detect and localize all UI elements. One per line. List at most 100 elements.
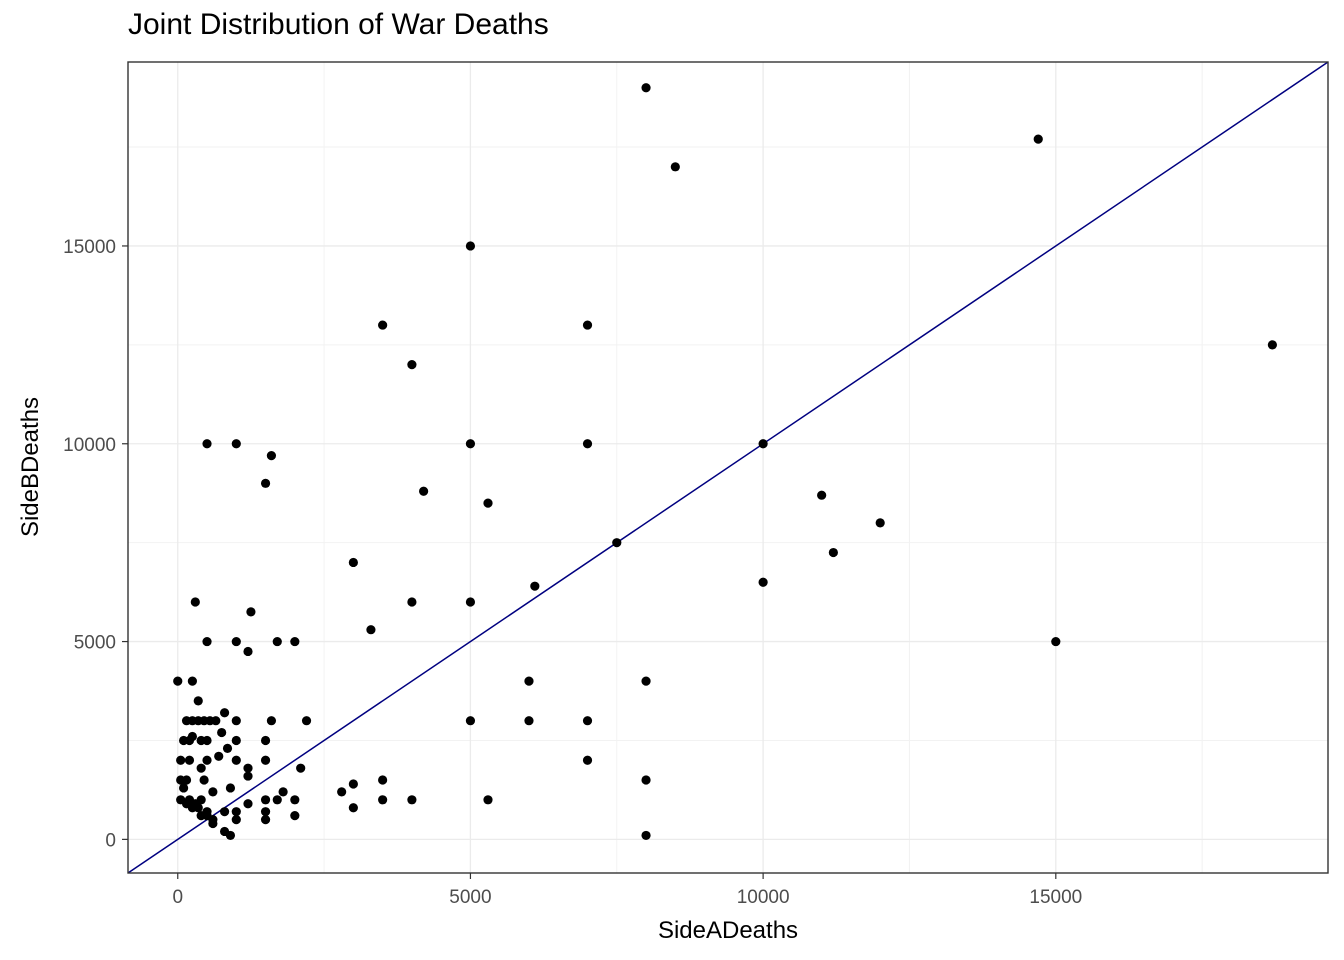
data-point bbox=[260, 735, 271, 746]
data-point bbox=[231, 755, 241, 765]
data-point bbox=[641, 775, 651, 785]
data-point bbox=[419, 486, 429, 496]
data-point bbox=[1033, 134, 1043, 144]
data-point bbox=[407, 795, 417, 805]
data-point bbox=[181, 775, 192, 785]
data-point bbox=[465, 597, 476, 607]
data-point bbox=[378, 795, 388, 805]
data-point bbox=[199, 775, 209, 785]
data-point bbox=[378, 320, 388, 330]
data-point bbox=[524, 716, 534, 726]
data-point bbox=[407, 597, 417, 607]
data-point bbox=[243, 771, 253, 781]
data-point bbox=[758, 577, 768, 587]
data-point bbox=[193, 696, 203, 706]
data-point bbox=[231, 814, 241, 825]
data-point bbox=[260, 795, 271, 805]
data-points bbox=[173, 83, 1277, 841]
x-axis-ticks: 0 5000 10000 15000 bbox=[172, 873, 1082, 908]
data-point bbox=[582, 320, 593, 330]
data-point bbox=[296, 763, 306, 773]
data-point bbox=[260, 807, 271, 817]
data-point bbox=[225, 830, 236, 841]
data-point bbox=[266, 451, 277, 461]
data-point bbox=[1051, 636, 1061, 647]
data-point bbox=[366, 625, 376, 635]
data-point bbox=[641, 83, 651, 93]
data-point bbox=[641, 830, 651, 841]
data-point bbox=[301, 716, 312, 726]
data-point bbox=[465, 716, 476, 726]
data-point bbox=[266, 716, 277, 726]
data-point bbox=[348, 779, 358, 789]
data-point bbox=[260, 814, 271, 825]
y-tick-label: 5000 bbox=[74, 633, 116, 654]
data-point bbox=[231, 716, 241, 726]
data-point bbox=[582, 439, 593, 449]
data-point bbox=[211, 716, 221, 726]
data-point bbox=[208, 787, 218, 797]
data-point bbox=[582, 755, 593, 765]
data-point bbox=[190, 597, 200, 607]
data-point bbox=[219, 807, 230, 817]
data-point bbox=[337, 787, 347, 797]
data-point bbox=[875, 518, 885, 528]
data-point bbox=[290, 795, 300, 805]
data-point bbox=[225, 783, 236, 793]
data-point bbox=[612, 538, 622, 548]
x-tick-label: 5000 bbox=[449, 887, 491, 908]
data-point bbox=[483, 795, 493, 805]
data-point bbox=[1267, 340, 1277, 350]
data-point bbox=[483, 498, 493, 508]
data-point bbox=[530, 581, 540, 591]
plot-border bbox=[127, 61, 1329, 874]
data-point bbox=[173, 676, 183, 686]
data-point bbox=[260, 755, 271, 765]
data-point bbox=[202, 755, 212, 765]
data-point bbox=[290, 811, 300, 821]
y-axis-ticks: 0 5000 10000 15000 bbox=[63, 237, 128, 851]
data-point bbox=[407, 360, 417, 370]
data-point bbox=[176, 755, 186, 765]
data-point bbox=[243, 646, 253, 657]
data-point bbox=[196, 763, 206, 773]
reference-line-group bbox=[127, 61, 1329, 874]
data-point bbox=[260, 478, 271, 488]
data-point bbox=[214, 751, 224, 761]
data-point bbox=[278, 787, 288, 797]
data-point bbox=[219, 708, 230, 718]
minor-gridlines bbox=[128, 62, 1328, 873]
data-point bbox=[524, 676, 534, 686]
data-point bbox=[272, 795, 282, 805]
data-point bbox=[184, 735, 195, 746]
data-point bbox=[243, 799, 253, 809]
data-point bbox=[222, 743, 233, 753]
data-point bbox=[179, 783, 189, 793]
data-point bbox=[758, 439, 768, 449]
y-tick-label: 15000 bbox=[63, 237, 116, 258]
data-point bbox=[378, 775, 388, 785]
data-point bbox=[202, 439, 212, 449]
data-point bbox=[348, 803, 358, 813]
y-tick-label: 0 bbox=[105, 830, 116, 851]
data-point bbox=[290, 636, 300, 647]
data-point bbox=[217, 727, 227, 738]
data-point bbox=[465, 439, 476, 449]
data-point bbox=[465, 241, 476, 251]
x-axis-title: SideADeaths bbox=[658, 917, 798, 944]
x-tick-label: 15000 bbox=[1029, 887, 1082, 908]
y-axis-title: SideBDeaths bbox=[17, 397, 44, 537]
data-point bbox=[348, 557, 358, 568]
data-point bbox=[231, 439, 241, 449]
data-point bbox=[670, 162, 680, 172]
data-point bbox=[641, 676, 651, 686]
data-point bbox=[272, 636, 282, 647]
data-point bbox=[246, 607, 256, 617]
major-gridlines bbox=[128, 62, 1328, 873]
data-point bbox=[582, 716, 593, 726]
data-point bbox=[184, 755, 195, 765]
data-point bbox=[187, 676, 197, 686]
reference-line bbox=[127, 61, 1329, 874]
y-tick-label: 10000 bbox=[63, 435, 116, 456]
